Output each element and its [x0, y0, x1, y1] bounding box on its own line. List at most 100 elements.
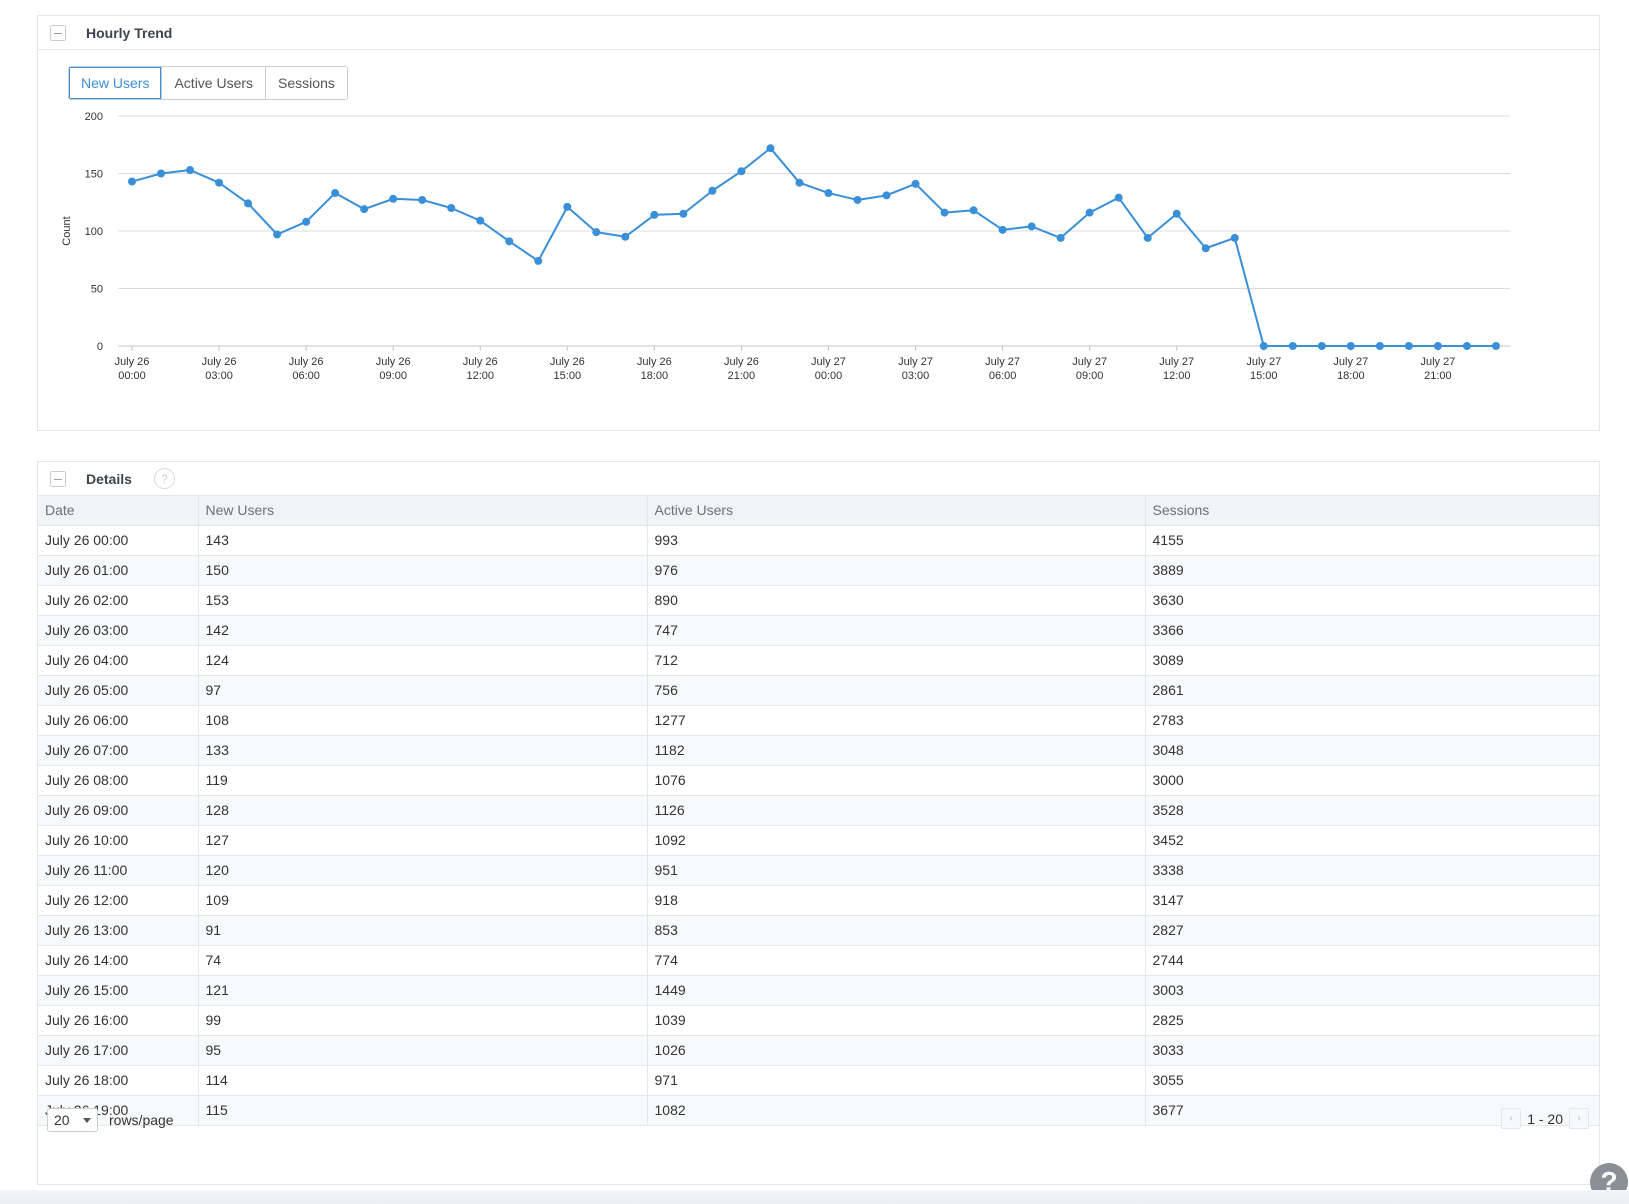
table-row: July 26 12:00 109 918 3147: [38, 885, 1599, 916]
data-point: [418, 195, 427, 204]
y-tick-label: 50: [91, 284, 103, 296]
x-tick-label-time: 00:00: [815, 370, 843, 382]
data-point: [215, 178, 224, 187]
cell-sessions: 3000: [1145, 765, 1599, 796]
x-tick-label-date: July 26: [724, 356, 759, 368]
cell-new-users: 108: [198, 705, 648, 736]
prev-page-button[interactable]: ‹: [1501, 1108, 1522, 1129]
details-table: Date New Users Active Users Sessions Jul…: [38, 496, 1599, 1126]
table-row: July 26 10:00 127 1092 3452: [38, 825, 1599, 856]
bottom-bar: [0, 1190, 1629, 1204]
table-row: July 26 07:00 133 1182 3048: [38, 735, 1599, 766]
page-range: 1 - 20: [1527, 1110, 1563, 1127]
data-point: [882, 191, 891, 200]
cell-active-users: 1277: [647, 705, 1146, 736]
cell-active-users: 890: [647, 585, 1146, 616]
x-tick-label-time: 12:00: [1163, 370, 1191, 382]
cell-sessions: 4155: [1145, 525, 1599, 556]
x-tick-label-time: 09:00: [1076, 370, 1104, 382]
x-tick-label-date: July 27: [898, 356, 933, 368]
column-header-date[interactable]: Date: [38, 496, 199, 526]
data-point: [186, 166, 195, 175]
cell-sessions: 3003: [1145, 975, 1599, 1006]
cell-new-users: 150: [198, 555, 648, 586]
table-row: July 26 01:00 150 976 3889: [38, 555, 1599, 586]
cell-date: July 26 09:00: [38, 795, 199, 826]
cell-sessions: 2744: [1145, 945, 1599, 976]
cell-date: July 26 04:00: [38, 645, 199, 676]
collapse-details-button[interactable]: [50, 470, 66, 487]
data-point: [360, 205, 369, 214]
y-tick-label: 0: [97, 341, 103, 353]
x-tick-label-time: 18:00: [641, 370, 669, 382]
cell-active-users: 853: [647, 915, 1146, 946]
cell-active-users: 1082: [647, 1095, 1146, 1126]
cell-sessions: 3452: [1145, 825, 1599, 856]
table-row: July 26 05:00 97 756 2861: [38, 675, 1599, 706]
cell-date: July 26 08:00: [38, 765, 199, 796]
collapse-trend-button[interactable]: [50, 24, 66, 41]
cell-active-users: 1026: [647, 1035, 1146, 1066]
data-point: [273, 230, 282, 239]
rows-per-page-value: 20: [54, 1112, 70, 1128]
data-point: [795, 178, 804, 187]
cell-new-users: 153: [198, 585, 648, 616]
data-point: [650, 210, 659, 219]
data-point: [563, 202, 572, 211]
hourly-trend-panel: 0 50 100 150 200 Count July 26 00:00 July 26 03:0…: [37, 15, 1600, 431]
cell-date: July 26 07:00: [38, 735, 199, 766]
x-tick-label-time: 06:00: [292, 370, 320, 382]
y-tick-label: 150: [85, 169, 103, 181]
cell-sessions: 3528: [1145, 795, 1599, 826]
help-icon[interactable]: ?: [153, 468, 175, 489]
column-header-sessions[interactable]: Sessions: [1145, 496, 1599, 526]
x-tick-label-date: July 27: [1246, 356, 1281, 368]
cell-active-users: 1092: [647, 825, 1146, 856]
x-tick-label-time: 21:00: [728, 370, 756, 382]
table-body: July 26 00:00 143 993 4155 July 26 01:00 150 9…: [38, 525, 1599, 1126]
x-tick-label-time: 21:00: [1424, 370, 1452, 382]
cell-new-users: 128: [198, 795, 648, 826]
cell-date: July 26 03:00: [38, 615, 199, 646]
data-point: [534, 256, 543, 265]
x-tick-label-time: 15:00: [1250, 370, 1278, 382]
table-row: July 26 09:00 128 1126 3528: [38, 795, 1599, 826]
x-tick-label-date: July 26: [637, 356, 672, 368]
data-point: [1230, 233, 1239, 242]
tab-new-users[interactable]: New Users: [69, 67, 162, 99]
cell-active-users: 971: [647, 1065, 1146, 1096]
cell-sessions: 2827: [1145, 915, 1599, 946]
cell-date: July 26 00:00: [38, 525, 199, 556]
column-header-active-users[interactable]: Active Users: [647, 496, 1146, 526]
data-point: [1404, 342, 1413, 350]
cell-date: July 26 02:00: [38, 585, 199, 616]
data-point: [766, 144, 775, 153]
table-row: July 26 08:00 119 1076 3000: [38, 765, 1599, 796]
x-tick-label-date: July 26: [550, 356, 585, 368]
cell-date: July 26 12:00: [38, 885, 199, 916]
tab-sessions[interactable]: Sessions: [265, 67, 347, 99]
rows-per-page-select[interactable]: 20: [47, 1108, 98, 1132]
table-footer: 20 rows/page ‹ 1 - 20 ›: [38, 1102, 1599, 1138]
tab-active-users[interactable]: Active Users: [161, 67, 266, 99]
cell-sessions: 3338: [1145, 855, 1599, 886]
data-point: [592, 228, 601, 237]
data-point: [1172, 209, 1181, 218]
table-row: July 26 00:00 143 993 4155: [38, 525, 1599, 556]
cell-sessions: 2783: [1145, 705, 1599, 736]
data-point: [1201, 244, 1210, 253]
column-header-new-users[interactable]: New Users: [198, 496, 648, 526]
data-point: [1056, 233, 1065, 242]
cell-date: July 26 01:00: [38, 555, 199, 586]
data-point: [911, 179, 920, 188]
next-page-button[interactable]: ›: [1569, 1108, 1589, 1129]
data-point: [737, 167, 746, 176]
rows-per-page-label: rows/page: [109, 1112, 174, 1128]
cell-date: July 26 18:00: [38, 1065, 199, 1096]
details-table-wrapper: Date New Users Active Users Sessions Jul…: [38, 496, 1599, 1126]
table-row: July 26 13:00 91 853 2827: [38, 915, 1599, 946]
cell-active-users: 712: [647, 645, 1146, 676]
cell-new-users: 133: [198, 735, 648, 766]
data-point: [1143, 233, 1152, 242]
cell-new-users: 119: [198, 765, 648, 796]
